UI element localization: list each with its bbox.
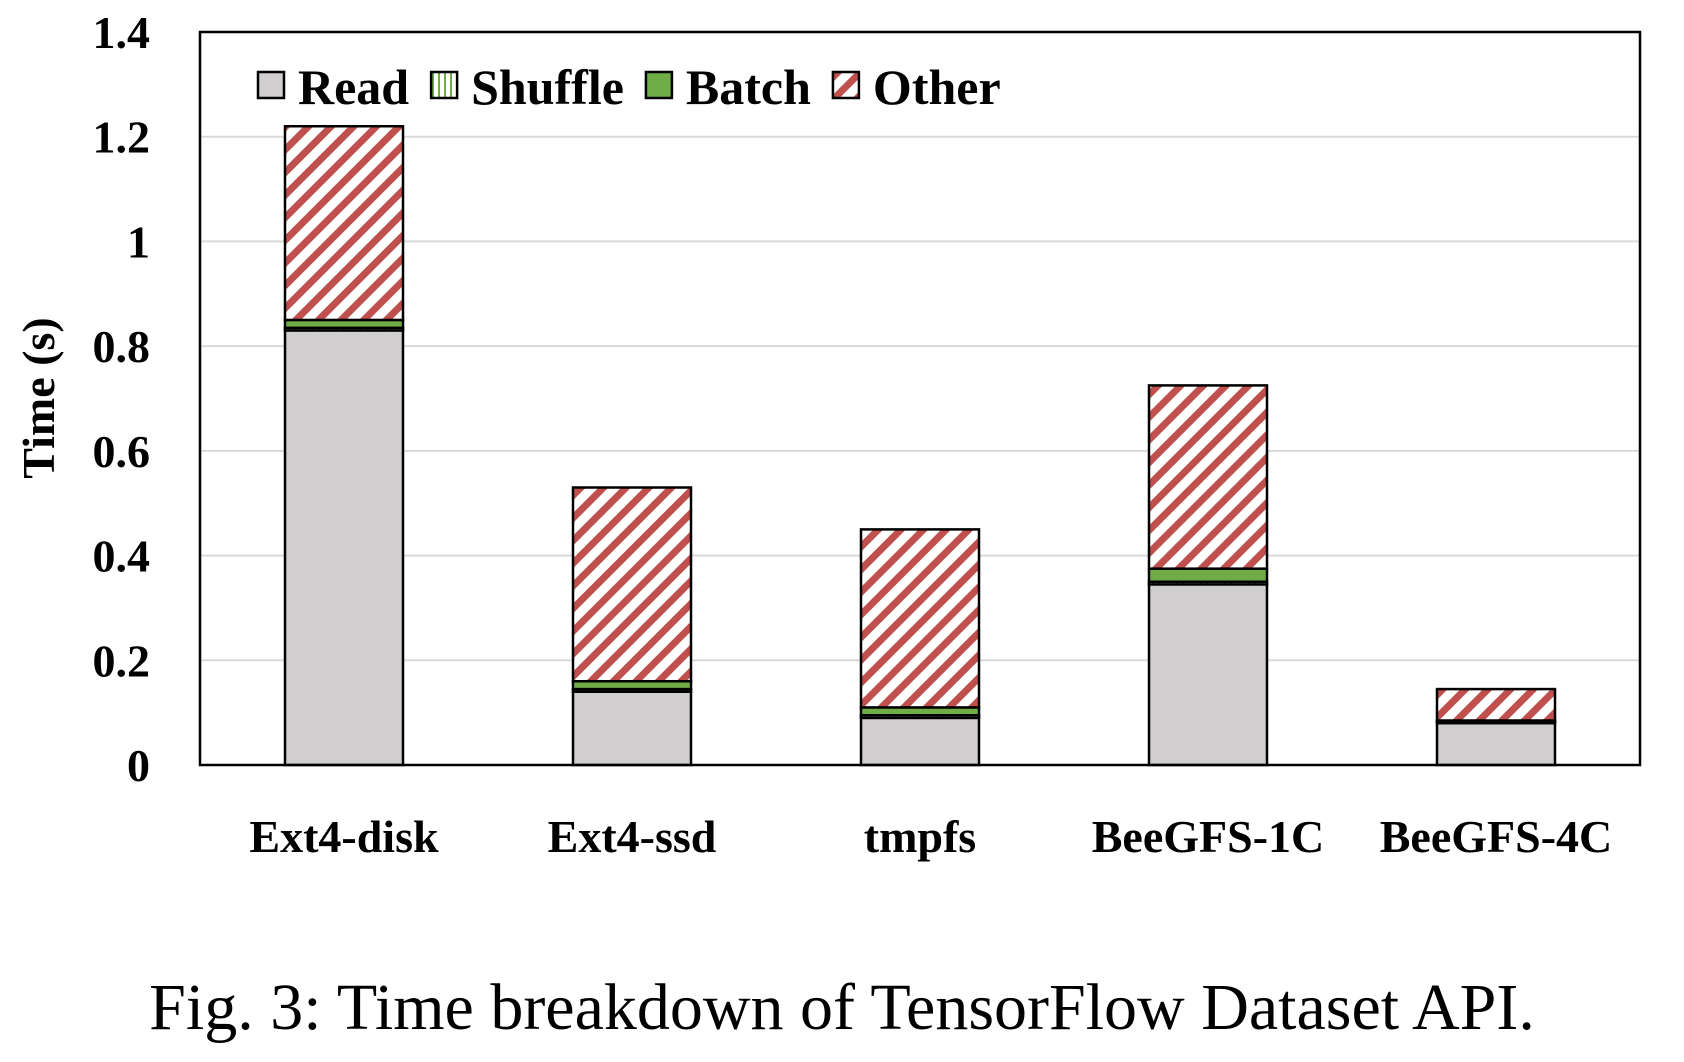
bar-segment-other bbox=[859, 528, 981, 709]
y-tick-label: 0.2 bbox=[93, 635, 151, 686]
y-tick-label: 1 bbox=[127, 216, 150, 267]
bar-segment-read bbox=[571, 690, 693, 767]
bar-segment-read bbox=[283, 329, 405, 767]
legend-label-other: Other bbox=[873, 59, 1001, 115]
x-category-label: BeeGFS-4C bbox=[1380, 811, 1613, 862]
y-tick-label: 0.8 bbox=[93, 321, 151, 372]
legend-label-shuffle: Shuffle bbox=[471, 59, 624, 115]
figure-caption: Fig. 3: Time breakdown of TensorFlow Dat… bbox=[149, 971, 1535, 1044]
bar-segment-other bbox=[1435, 687, 1557, 722]
bar-segment-batch bbox=[1147, 567, 1269, 583]
bar-segment-other bbox=[1147, 384, 1269, 570]
bar-segment-read bbox=[1147, 583, 1269, 767]
x-axis-categories: Ext4-disk Ext4-ssd tmpfs BeeGFS-1C BeeGFS-4C bbox=[249, 811, 1612, 862]
legend: Read Shuffle Batch Other bbox=[256, 59, 1001, 115]
legend-label-batch: Batch bbox=[686, 59, 811, 115]
y-tick-label: 0.4 bbox=[93, 531, 151, 582]
legend-label-read: Read bbox=[298, 59, 409, 115]
stacked-bar-chart: 0 0.2 0.4 0.6 0.8 1 1.2 1.4 Ext4-disk Ext4-ssd tm… bbox=[13, 7, 1642, 862]
legend-swatch-other bbox=[831, 70, 861, 100]
y-axis-ticks: 0 0.2 0.4 0.6 0.8 1 1.2 1.4 bbox=[93, 7, 151, 791]
y-tick-label: 1.2 bbox=[93, 112, 151, 163]
x-category-label: Ext4-ssd bbox=[548, 811, 717, 862]
x-category-label: Ext4-disk bbox=[249, 811, 439, 862]
legend-swatch-read bbox=[256, 70, 286, 100]
legend-swatch-shuffle bbox=[429, 70, 459, 100]
x-category-label: tmpfs bbox=[864, 811, 976, 862]
y-axis-label: Time (s) bbox=[13, 317, 64, 478]
plot-area-frame bbox=[198, 30, 1642, 767]
bar-segment-read bbox=[859, 716, 981, 767]
bar-segment-other bbox=[571, 486, 693, 683]
y-tick-label: 0.6 bbox=[93, 426, 151, 477]
legend-swatch-batch bbox=[644, 70, 674, 100]
y-tick-label: 0 bbox=[127, 740, 150, 791]
bar-segment-other bbox=[283, 124, 405, 322]
x-category-label: BeeGFS-1C bbox=[1092, 811, 1325, 862]
bar-segment-read bbox=[1435, 721, 1557, 767]
gridlines bbox=[200, 135, 1640, 662]
y-tick-label: 1.4 bbox=[93, 7, 151, 58]
bars bbox=[283, 124, 1557, 767]
